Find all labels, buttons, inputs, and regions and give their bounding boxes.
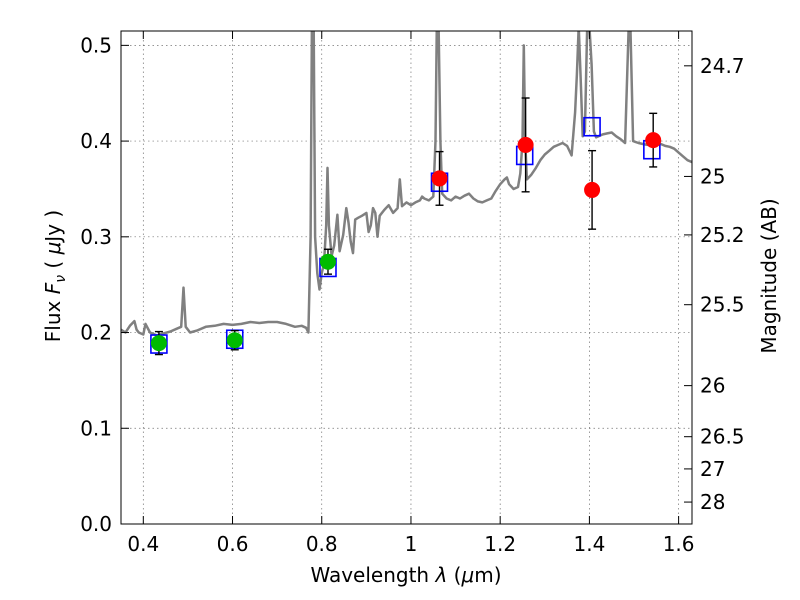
- y2-axis-label: Magnitude (AB): [757, 198, 781, 353]
- observed-point-green: [319, 253, 336, 270]
- y2-tick-label: 25: [700, 164, 725, 188]
- observed-point-red: [584, 181, 601, 198]
- y2-tick-label: 25.5: [700, 293, 745, 317]
- series-layer: [121, 31, 692, 356]
- y-tick-label: 0.0: [80, 512, 112, 536]
- x-tick-label: 0.8: [306, 532, 338, 556]
- x-tick-label: 1.2: [484, 532, 516, 556]
- y2-tick-label: 28: [700, 490, 725, 514]
- y-tick-label: 0.1: [80, 416, 112, 440]
- y2-tick-label: 26: [700, 374, 725, 398]
- y-tick-label: 0.5: [80, 33, 112, 57]
- y-axis-label: Flux Fν ( μJy ): [41, 210, 69, 342]
- y2-tick-label: 26.5: [700, 425, 745, 449]
- model-flux-box: [583, 116, 601, 137]
- grid-lines: [121, 31, 692, 525]
- y-tick-label: 0.3: [80, 225, 112, 249]
- y2-tick-label: 27: [700, 457, 725, 481]
- plot-frame: [120, 30, 693, 525]
- x-tick-label: 1.6: [663, 532, 695, 556]
- x-tick-label: 1.4: [573, 532, 605, 556]
- observed-point-green: [226, 332, 243, 349]
- y-tick-label: 0.2: [80, 321, 112, 345]
- y2-tick-label: 25.2: [700, 223, 745, 247]
- observed-point-red: [517, 136, 534, 153]
- axis-ticks: [121, 31, 692, 525]
- x-tick-label: 0.4: [127, 532, 159, 556]
- x-tick-label: 0.6: [217, 532, 249, 556]
- x-axis-label: Wavelength λ (μm): [310, 563, 501, 587]
- observed-point-green: [150, 335, 167, 352]
- observed-point-red: [645, 132, 662, 149]
- y2-tick-label: 24.7: [700, 54, 745, 78]
- sed-model-line: [121, 31, 692, 337]
- x-tick-label: 1: [405, 532, 418, 556]
- tick-labels: 0.4 0.6 0.8 1 1.2 1.4 1.6 0.0 0.1 0.2 0.3 0.4 0.5 24.…: [80, 33, 744, 556]
- observed-point-red: [431, 170, 448, 187]
- y-tick-label: 0.4: [80, 129, 112, 153]
- plot-area: [121, 31, 692, 356]
